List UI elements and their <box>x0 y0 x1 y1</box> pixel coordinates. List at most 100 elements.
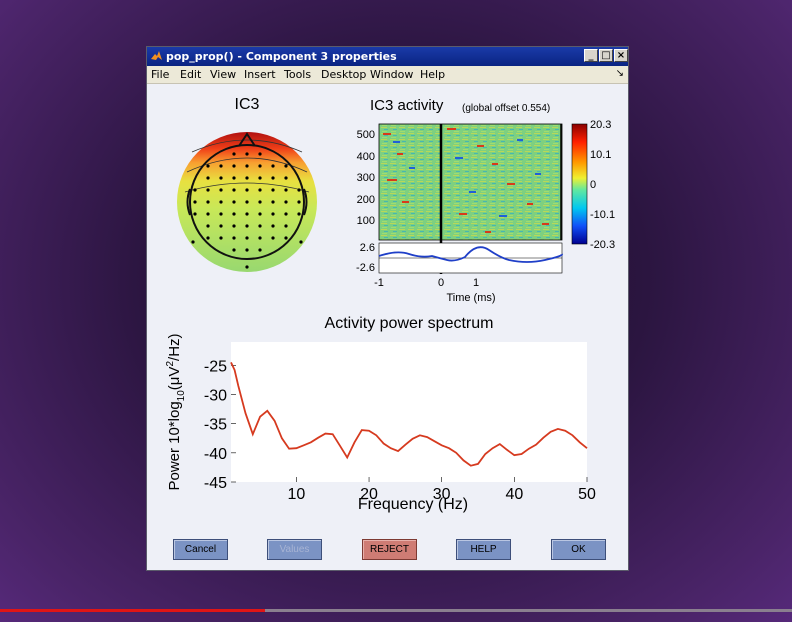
colorbar-tick-max: 20.3 <box>590 119 611 131</box>
menu-desktop[interactable]: Desktop <box>321 68 367 81</box>
electrode-dot <box>258 164 262 168</box>
erp-xtick-1: 1 <box>473 277 479 289</box>
cancel-button[interactable]: Cancel <box>173 539 228 560</box>
spectrum-ytick-label: -35 <box>204 417 227 434</box>
menu-view[interactable]: View <box>210 68 237 81</box>
menu-help[interactable]: Help <box>420 68 446 81</box>
spectrum-series-line <box>230 362 588 467</box>
electrode-dot <box>297 188 301 192</box>
electrode-dot <box>232 164 236 168</box>
electrode-dot <box>245 152 249 156</box>
title-bar: pop_prop() - Component 3 properties _ □ … <box>147 47 628 66</box>
spectrum-ytick-label: -30 <box>204 388 227 405</box>
topo-title: IC3 <box>235 96 260 113</box>
electrode-dot <box>258 188 262 192</box>
electrode-dot <box>299 240 303 244</box>
electrode-dot <box>206 224 210 228</box>
electrode-dot <box>219 224 223 228</box>
electrode-dot <box>245 188 249 192</box>
menu-edit[interactable]: Edit <box>180 68 202 81</box>
close-button[interactable]: × <box>614 49 628 62</box>
electrode-dot <box>271 236 275 240</box>
trial-tick-500: 500 <box>357 129 375 141</box>
electrode-dot <box>193 200 197 204</box>
electrode-dot <box>232 152 236 156</box>
spectrum-plot-area <box>231 342 587 482</box>
electrode-dot <box>245 224 249 228</box>
spectrum-ytick-label: -40 <box>204 446 227 463</box>
spectrum-ytick-label: -45 <box>204 475 227 492</box>
help-button[interactable]: HELP <box>456 539 511 560</box>
electrode-dot <box>232 248 236 252</box>
menu-insert[interactable]: Insert <box>244 68 276 81</box>
spectrum-xtick-label: 50 <box>578 486 596 503</box>
right-ear-icon <box>303 188 308 216</box>
erp-image-plot: 500 400 300 200 100 20.3 10.1 0 -10.1 -2… <box>356 119 615 304</box>
electrode-dot <box>206 164 210 168</box>
spectrum-xtick-label: 40 <box>505 486 523 503</box>
electrode-dot <box>245 164 249 168</box>
trial-tick-300: 300 <box>357 172 375 184</box>
colorbar-tick-zero: 0 <box>590 179 596 191</box>
electrode-dot <box>232 224 236 228</box>
ok-button[interactable]: OK <box>551 539 606 560</box>
electrode-dot <box>206 236 210 240</box>
electrode-dot <box>258 152 262 156</box>
electrode-dot <box>219 164 223 168</box>
menu-file[interactable]: File <box>151 68 170 81</box>
electrode-dot <box>271 200 275 204</box>
trial-axis: 500 400 300 200 100 <box>357 129 375 227</box>
erp-ytick-top: 2.6 <box>360 242 375 254</box>
electrode-dot <box>219 176 223 180</box>
electrode-dot <box>232 236 236 240</box>
colorbar-tick-2: 10.1 <box>590 149 611 161</box>
erp-xtick-0: 0 <box>438 277 444 289</box>
menu-tools[interactable]: Tools <box>284 68 312 81</box>
electrode-dot <box>258 200 262 204</box>
electrode-dot <box>258 236 262 240</box>
electrode-dot <box>297 200 301 204</box>
trial-tick-100: 100 <box>357 215 375 227</box>
spectrum-yticks: -25 -30 -35 -40 -45 <box>204 358 236 492</box>
electrode-dot <box>258 212 262 216</box>
electrode-dot <box>193 212 197 216</box>
electrode-dot <box>193 188 197 192</box>
electrode-dot <box>219 188 223 192</box>
spectrum-xlabel: Frequency (Hz) <box>358 496 468 513</box>
electrode-dot <box>232 188 236 192</box>
electrode-dot <box>284 200 288 204</box>
electrode-dot <box>206 176 210 180</box>
erp-xlabel: Time (ms) <box>446 292 495 304</box>
values-button[interactable]: Values <box>267 539 322 560</box>
spectrum-xtick-label: 30 <box>433 486 451 503</box>
erp-ytick-bottom: -2.6 <box>356 262 375 274</box>
electrode-dot <box>219 236 223 240</box>
minimize-button[interactable]: _ <box>584 49 598 62</box>
maximize-button[interactable]: □ <box>599 49 613 62</box>
menu-window[interactable]: Window <box>370 68 414 81</box>
colorbar-tick-4: -10.1 <box>590 209 615 221</box>
video-progress-bar[interactable] <box>0 609 792 612</box>
nose-icon <box>238 132 256 147</box>
electrode-dot <box>271 188 275 192</box>
spectrum-title: Activity power spectrum <box>325 315 494 332</box>
electrode-dot <box>245 248 249 252</box>
dock-arrow-icon[interactable]: ↘ <box>615 68 624 79</box>
electrode-dot <box>245 200 249 204</box>
activity-subtitle: (global offset 0.554) <box>462 103 550 114</box>
scalp-map <box>177 132 317 272</box>
electrode-dot <box>232 176 236 180</box>
electrode-dot <box>284 236 288 240</box>
electrode-dot <box>258 176 262 180</box>
menu-bar: File Edit View Insert Tools Desktop Wind… <box>147 66 628 84</box>
electrode-dot <box>245 265 249 269</box>
window-title: pop_prop() - Component 3 properties <box>166 50 397 63</box>
electrode-dot <box>271 212 275 216</box>
electrode-dot <box>284 164 288 168</box>
reject-button[interactable]: REJECT <box>362 539 417 560</box>
electrode-dot <box>271 164 275 168</box>
electrode-dot <box>245 212 249 216</box>
erp-trace <box>378 246 563 263</box>
electrode-dot <box>206 200 210 204</box>
video-progress-fill <box>0 609 266 612</box>
